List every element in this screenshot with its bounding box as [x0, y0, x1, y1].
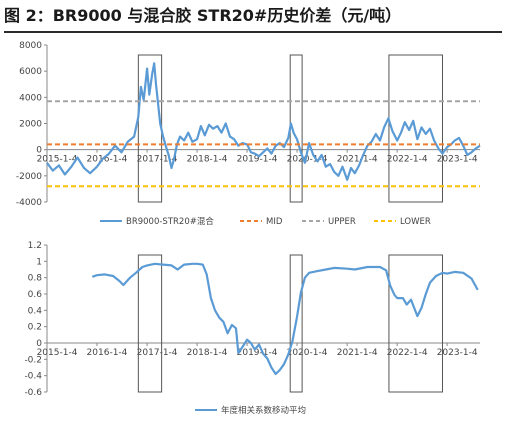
chart1-highlight-box — [137, 54, 163, 203]
chart2-y-tick-label: 1.2 — [28, 241, 42, 251]
chart1-x-tick-label: 2022-1-4 — [387, 155, 428, 165]
chart1-y-tick-label: 6000 — [19, 67, 42, 77]
chart1-y-tick-label: -4000 — [16, 198, 42, 208]
title-rule — [4, 31, 502, 33]
chart1-x-tick-label: 2023-1-4 — [437, 155, 478, 165]
chart1-x-tick-label: 2019-1-4 — [237, 155, 278, 165]
chart1-x-tick-label: 2015-1-4 — [37, 155, 78, 165]
chart1-legend-label: UPPER — [328, 217, 356, 227]
chart2-x-tick-label: 2019-1-4 — [237, 348, 278, 358]
chart1-y-tick-label: 2000 — [19, 120, 42, 130]
chart2-x-tick-label: 2016-1-4 — [87, 348, 128, 358]
chart2-y-tick-label: 0.2 — [28, 323, 42, 333]
chart1-legend-label: LOWER — [400, 217, 431, 227]
chart2-x-tick-label: 2018-1-4 — [187, 348, 228, 358]
chart1-legend-label: MID — [266, 217, 283, 227]
chart1-legend-label: BR9000-STR20#混合 — [126, 216, 214, 227]
chart2-x-tick-label: 2023-1-4 — [437, 348, 478, 358]
chart2-y-tick-label: -0.6 — [24, 388, 42, 398]
chart2-y-tick-label: -0.2 — [24, 355, 42, 365]
chart2-x-tick-label: 2022-1-4 — [387, 348, 428, 358]
chart1-x-tick-label: 2020-1-4 — [287, 155, 328, 165]
chart2-x-tick-label: 2017-1-4 — [137, 348, 178, 358]
chart1-series-BR9000-STR20#混合 — [46, 62, 481, 181]
chart1-x-tick-label: 2016-1-4 — [87, 155, 128, 165]
chart1-y-tick-label: -2000 — [16, 172, 42, 182]
chart2-y-tick-label: 0.8 — [28, 274, 43, 284]
chart2-y-tick-label: -0.4 — [24, 372, 42, 382]
chart2-y-tick-label: 0 — [36, 339, 42, 349]
figure-title: 图 2：BR9000 与混合胶 STR20#历史价差（元/吨） — [4, 6, 402, 25]
chart2-highlight-box — [388, 254, 443, 393]
chart1-x-tick-label: 2017-1-4 — [137, 155, 178, 165]
chart1-y-tick-label: 4000 — [19, 93, 42, 103]
chart1-x-tick-label: 2021-1-4 — [337, 155, 378, 165]
chart2-series-年度相关系数移动平均 — [91, 262, 479, 376]
chart2-highlight-box — [137, 254, 163, 393]
chart2-x-tick-label: 2021-1-4 — [337, 348, 378, 358]
chart2-legend-label: 年度相关系数移动平均 — [221, 405, 306, 416]
chart1-y-tick-label: 8000 — [19, 41, 42, 51]
chart1-x-tick-label: 2018-1-4 — [187, 155, 228, 165]
chart1-y-tick-label: 0 — [36, 146, 42, 156]
chart2-highlight-box — [289, 254, 303, 393]
chart1-highlight-box — [388, 54, 443, 203]
chart2-x-tick-label: 2020-1-4 — [287, 348, 328, 358]
chart2-y-tick-label: 0.4 — [28, 306, 43, 316]
chart2-y-tick-label: 1 — [36, 257, 42, 267]
chart2-y-tick-label: 0.6 — [28, 290, 43, 300]
chart2-x-tick-label: 2015-1-4 — [37, 348, 78, 358]
